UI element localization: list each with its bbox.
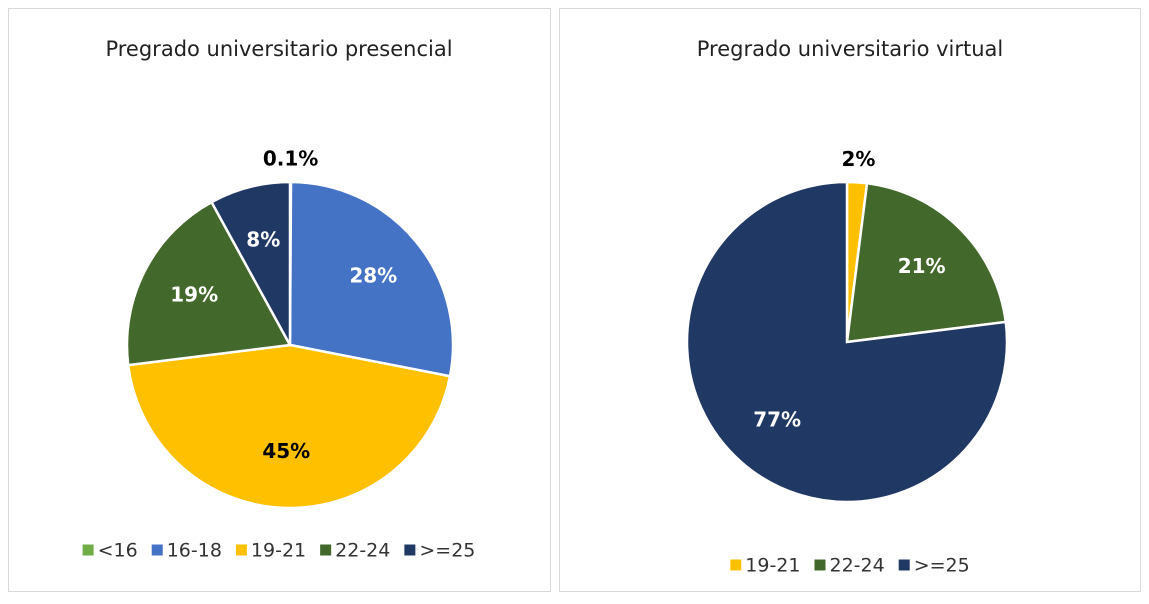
pie-slice bbox=[209, 180, 292, 346]
legend-swatch bbox=[82, 544, 94, 556]
legend-label: <16 bbox=[98, 540, 138, 562]
legend-swatch bbox=[898, 559, 910, 571]
data-label: 2% bbox=[841, 147, 875, 171]
legend-label: 22-24 bbox=[829, 555, 884, 577]
legend-label: 19-21 bbox=[745, 555, 800, 577]
legend-label: 19-21 bbox=[251, 540, 306, 562]
chart-title: Pregrado universitario virtual bbox=[697, 37, 1004, 61]
legend-swatch bbox=[404, 544, 416, 556]
data-label: 28% bbox=[349, 263, 397, 287]
legend-swatch bbox=[814, 559, 826, 571]
data-label: 77% bbox=[753, 408, 801, 432]
legend-swatch bbox=[320, 544, 332, 556]
pie-slice bbox=[685, 180, 1009, 504]
legend-label: >=25 bbox=[419, 540, 475, 562]
legend-label: >=25 bbox=[914, 555, 970, 577]
data-label: 8% bbox=[246, 227, 280, 251]
pie-slice bbox=[126, 343, 452, 510]
data-label: 45% bbox=[262, 439, 310, 463]
legend-label: 16-18 bbox=[167, 540, 222, 562]
pie-slice bbox=[288, 180, 455, 378]
data-label: 21% bbox=[898, 254, 946, 278]
pie-slice bbox=[125, 200, 292, 367]
legend-swatch bbox=[730, 559, 742, 571]
data-label: 0.1% bbox=[263, 147, 318, 171]
legend-swatch bbox=[235, 544, 247, 556]
legend-swatch bbox=[151, 544, 163, 556]
legend-label: 22-24 bbox=[335, 540, 390, 562]
pie-slice bbox=[845, 181, 1008, 344]
chart-title: Pregrado universitario presencial bbox=[105, 37, 452, 61]
data-label: 19% bbox=[170, 283, 218, 307]
